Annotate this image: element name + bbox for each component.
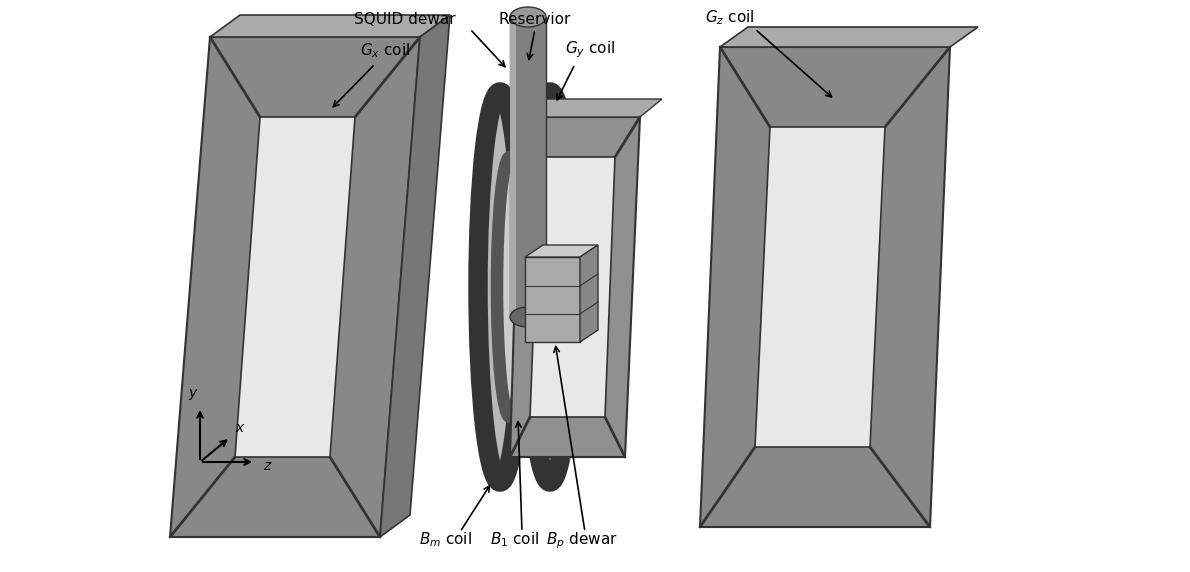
- Text: $B_p$ dewar: $B_p$ dewar: [546, 530, 618, 551]
- Text: $x$: $x$: [236, 421, 246, 435]
- Polygon shape: [700, 47, 950, 527]
- Polygon shape: [511, 117, 640, 457]
- Polygon shape: [234, 117, 355, 457]
- Text: $G_x$ coil: $G_x$ coil: [359, 41, 411, 60]
- Polygon shape: [520, 99, 662, 117]
- Text: $G_z$ coil: $G_z$ coil: [704, 9, 754, 27]
- Polygon shape: [530, 157, 615, 417]
- Polygon shape: [720, 27, 978, 47]
- Polygon shape: [580, 245, 599, 342]
- Ellipse shape: [478, 92, 522, 482]
- Polygon shape: [525, 245, 599, 257]
- Polygon shape: [511, 17, 546, 317]
- Polygon shape: [209, 15, 450, 37]
- Text: $G_y$ coil: $G_y$ coil: [565, 39, 615, 60]
- Ellipse shape: [497, 157, 522, 417]
- Polygon shape: [525, 257, 580, 342]
- Text: Reservior: Reservior: [499, 12, 571, 27]
- Text: $B_m$ coil: $B_m$ coil: [419, 530, 471, 549]
- Text: SQUID dewar: SQUID dewar: [355, 12, 456, 27]
- Text: $y$: $y$: [188, 387, 199, 402]
- Text: $z$: $z$: [263, 459, 273, 473]
- Ellipse shape: [528, 92, 572, 482]
- Ellipse shape: [511, 307, 546, 327]
- Polygon shape: [511, 17, 516, 317]
- Polygon shape: [380, 15, 450, 537]
- Polygon shape: [754, 127, 885, 447]
- Ellipse shape: [511, 7, 546, 27]
- Polygon shape: [170, 37, 420, 537]
- Ellipse shape: [532, 157, 558, 417]
- Text: $B_1$ coil: $B_1$ coil: [490, 530, 540, 549]
